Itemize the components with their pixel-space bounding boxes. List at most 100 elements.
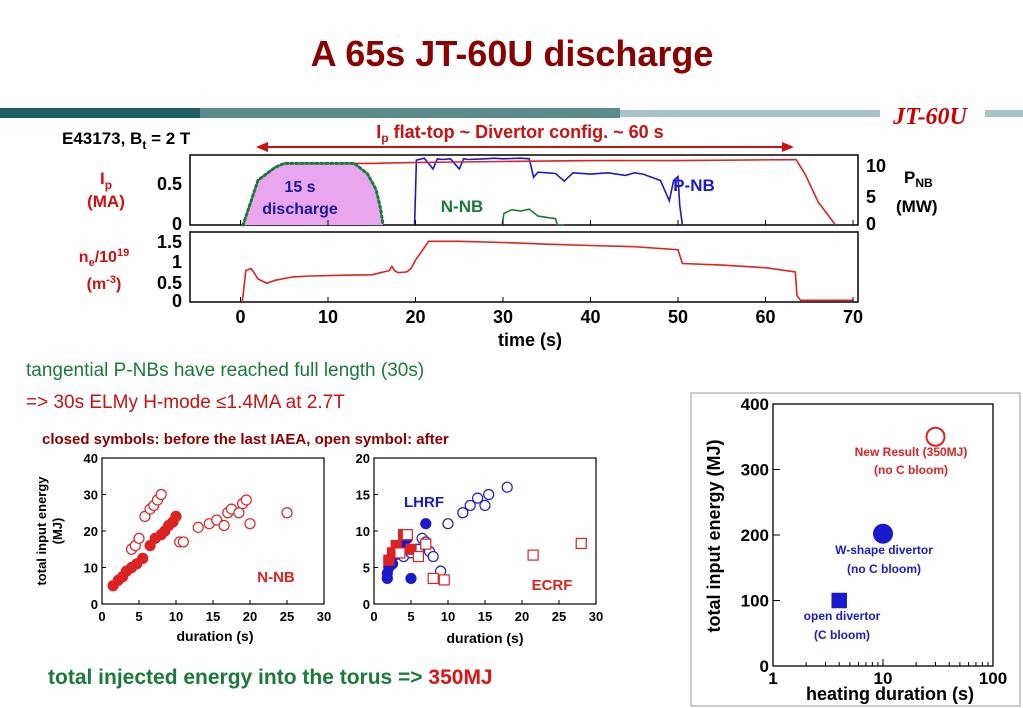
density-ytick-15: 1.5 <box>157 232 182 252</box>
summary-ytick-label: 200 <box>741 526 769 545</box>
ytick-label: 5 <box>363 561 370 576</box>
circle-point <box>244 518 256 530</box>
shot-label: E43173, Bt = 2 T <box>62 129 191 152</box>
ip-ytick-05: 0.5 <box>157 174 182 194</box>
xtick-label: 25 <box>280 609 294 624</box>
ip-pnb-frame <box>189 154 859 226</box>
ytick-label: 40 <box>84 451 98 466</box>
open-divertor-line1: open divertor <box>804 609 881 623</box>
xtick-label: 0 <box>98 609 105 624</box>
density-ticks <box>240 297 854 302</box>
square-point <box>401 529 413 541</box>
annot-15s-line2: discharge <box>262 201 338 218</box>
ip-ylabel-main: I <box>100 169 105 188</box>
circle-point <box>233 507 245 519</box>
lhrf-ecrf-ticks: 0 5 10 15 20 25 30 0 5 10 15 20 <box>356 451 604 624</box>
xtick-label: 5 <box>135 609 142 624</box>
ip-ylabel-unit: (MA) <box>87 192 125 211</box>
circle-point <box>457 507 469 519</box>
label-pnb: P-NB <box>673 176 715 195</box>
shot-sub: t <box>142 138 146 152</box>
ytick-label: 15 <box>356 488 370 503</box>
density-line <box>241 240 853 303</box>
jt60u-logo: JT-60U <box>892 104 968 130</box>
pnb-ytick-5: 5 <box>866 187 876 207</box>
lhrf-ecrf-marks <box>381 481 587 586</box>
label-nnb: N-NB <box>441 197 484 216</box>
xtick-label: 10 <box>441 609 455 624</box>
circle-point <box>472 492 484 504</box>
lhrf-ecrf-xlabel: duration (s) <box>447 630 524 646</box>
density-unit-main: (m <box>87 276 107 293</box>
ytick-label: 0 <box>91 597 98 612</box>
square-point <box>412 550 424 563</box>
density-unit-close: ) <box>116 276 121 293</box>
nnb-marks <box>107 488 293 592</box>
xtick-label: 10 <box>169 609 183 624</box>
density-unit-sup: -3 <box>106 274 116 286</box>
ip-ylabel: Ip <box>100 169 112 192</box>
new-result-line1: New Result (350MJ) <box>855 445 968 459</box>
ip-pnb-ticks <box>240 220 854 225</box>
ytick-label: 10 <box>356 524 370 539</box>
summary-marks <box>831 426 946 609</box>
xtick-label: 30 <box>317 609 331 624</box>
density-ylabel-sup: 19 <box>117 247 129 259</box>
density-ylabel-main: n <box>79 249 89 266</box>
header-bar-dark <box>0 108 200 118</box>
w-shape-line1: W-shape divertor <box>835 543 933 557</box>
summary-box <box>690 392 1021 707</box>
ytick-label: 20 <box>84 524 98 539</box>
slide-title: A 65s JT-60U discharge <box>311 33 714 74</box>
flat-top-arrow <box>256 142 794 152</box>
xtick-label: 0 <box>370 609 377 624</box>
density-frame <box>189 231 859 303</box>
pnb-ylabel-sub: NB <box>915 176 933 190</box>
xtick-label: 15 <box>478 609 492 624</box>
circle-point <box>405 572 417 585</box>
density-ytick-0: 0 <box>172 291 182 311</box>
header-bar-mid <box>200 108 620 118</box>
ip-ytick-0: 0 <box>172 214 182 234</box>
series-line-nnb <box>501 208 565 226</box>
header-bar-light <box>620 110 880 117</box>
circle-point <box>420 518 432 530</box>
bottom-line: total injected energy into the torus => … <box>48 666 493 689</box>
circle-point <box>137 552 149 564</box>
xtick-label: 30 <box>589 609 603 624</box>
bottom-prefix: total injected energy into the torus => <box>48 666 428 689</box>
summary-circle-point <box>925 426 946 447</box>
circle-point <box>442 518 454 530</box>
square-point <box>427 572 439 585</box>
flat-top-rest: flat-top ~ Divertor config. ~ 60 s <box>389 122 664 142</box>
purple-15s-region <box>243 163 384 225</box>
xtick-label: 5 <box>407 609 414 624</box>
circle-point <box>133 532 145 544</box>
header-bar-end <box>985 110 1023 117</box>
xtick-label: 25 <box>552 609 566 624</box>
text-line-pnb: tangential P-NBs have reached full lengt… <box>26 360 424 381</box>
summary-ytick-label: 100 <box>741 592 769 611</box>
circle-point <box>427 550 439 563</box>
pnb-ytick-0: 0 <box>866 214 876 234</box>
pnb-ylabel-main: P <box>904 168 915 187</box>
circle-point <box>281 507 293 519</box>
time-tick-label: 30 <box>493 307 513 327</box>
density-ytick-05: 0.5 <box>157 273 182 293</box>
header-bar <box>0 108 1023 118</box>
summary-xtick-label: 10 <box>874 669 893 688</box>
annot-15s-line1: 15 s <box>284 179 315 196</box>
w-shape-line2: (no C bloom) <box>847 562 921 576</box>
time-tick-label: 60 <box>755 307 775 327</box>
ecrf-label: ECRF <box>532 577 573 594</box>
series-line-pnb <box>413 157 684 226</box>
flat-top-label: Ip flat-top ~ Divertor config. ~ 60 s <box>376 122 663 145</box>
time-tick-label: 40 <box>580 307 600 327</box>
density-ylabel-mid: /10 <box>95 249 117 266</box>
ytick-label: 30 <box>84 488 98 503</box>
ytick-label: 0 <box>363 597 370 612</box>
flat-top-sub: p <box>381 131 388 145</box>
density-ylabel-sub: e <box>89 257 95 269</box>
summary-xtick-label: 1 <box>768 669 777 688</box>
